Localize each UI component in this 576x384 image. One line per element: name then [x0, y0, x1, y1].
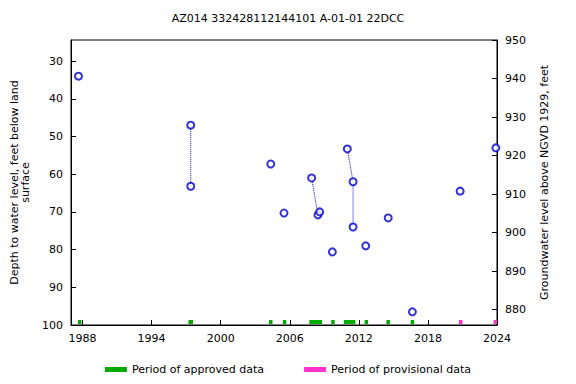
svg-text:2018: 2018: [414, 332, 442, 345]
svg-text:Period of provisional data: Period of provisional data: [331, 363, 471, 376]
svg-text:AZ014 332428112144101 A-01-01: AZ014 332428112144101 A-01-01 22DCC: [172, 12, 405, 25]
svg-text:2006: 2006: [276, 332, 304, 345]
svg-text:920: 920: [505, 149, 526, 162]
svg-text:80: 80: [49, 243, 63, 256]
svg-text:1988: 1988: [69, 332, 97, 345]
svg-text:1994: 1994: [138, 332, 166, 345]
svg-text:Period of approved data: Period of approved data: [132, 363, 264, 376]
svg-text:Depth to water level, feet bel: Depth to water level, feet below land: [8, 80, 22, 285]
svg-text:70: 70: [49, 205, 63, 218]
svg-text:50: 50: [49, 130, 63, 143]
svg-text:60: 60: [49, 168, 63, 181]
svg-text:30: 30: [49, 55, 63, 68]
svg-text:40: 40: [49, 92, 63, 105]
svg-text:940: 940: [505, 72, 526, 85]
svg-text:100: 100: [42, 319, 63, 332]
svg-text:900: 900: [505, 226, 526, 239]
svg-text:2000: 2000: [207, 332, 235, 345]
svg-text:2024: 2024: [483, 332, 511, 345]
svg-text:950: 950: [505, 34, 526, 47]
svg-text:90: 90: [49, 281, 63, 294]
svg-text:930: 930: [505, 111, 526, 124]
svg-text:890: 890: [505, 265, 526, 278]
svg-text:Groundwater level above NGVD 1: Groundwater level above NGVD 1929, feet: [538, 64, 551, 300]
svg-text:880: 880: [505, 303, 526, 316]
svg-text:surface: surface: [19, 162, 32, 203]
svg-text:2012: 2012: [345, 332, 373, 345]
svg-text:910: 910: [505, 188, 526, 201]
